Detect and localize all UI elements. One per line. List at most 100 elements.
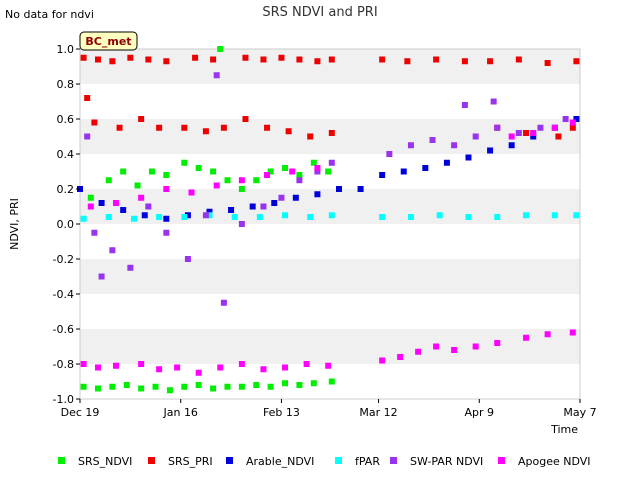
series-srs-pri <box>80 54 580 140</box>
y-tick-label: -0.8 <box>53 358 74 371</box>
legend-item: SRS_PRI <box>148 455 213 468</box>
data-point <box>357 186 364 192</box>
series-srs-ndvi <box>80 46 335 394</box>
grid-bands <box>80 49 580 399</box>
data-point <box>328 130 335 136</box>
data-point <box>134 182 141 189</box>
y-tick-label: 0.6 <box>57 113 75 126</box>
data-point <box>163 58 170 65</box>
data-point <box>138 116 145 122</box>
data-point <box>138 361 145 367</box>
legend-swatch <box>335 457 342 464</box>
data-point <box>242 116 249 122</box>
data-point <box>260 56 267 63</box>
data-point <box>174 364 181 371</box>
data-point <box>461 58 468 65</box>
x-tick-label: Dec 19 <box>61 406 100 419</box>
y-tick-label: 0.0 <box>57 218 75 231</box>
data-point <box>91 119 98 126</box>
data-point <box>307 214 314 220</box>
x-axis-title: Time <box>550 423 578 436</box>
data-points <box>77 46 580 394</box>
data-point <box>112 362 119 369</box>
data-point <box>397 354 404 360</box>
data-point <box>116 124 123 131</box>
data-point <box>569 329 576 336</box>
data-point <box>296 172 303 178</box>
data-point <box>181 383 188 390</box>
data-point <box>292 194 299 201</box>
data-point <box>328 378 335 385</box>
legend-label: SW-PAR NDVI <box>410 455 483 468</box>
data-point <box>84 95 91 101</box>
data-point <box>109 383 116 390</box>
data-point <box>188 189 195 196</box>
data-point <box>94 364 101 371</box>
data-point <box>249 203 256 210</box>
legend-swatch <box>498 457 505 464</box>
data-point <box>213 182 220 189</box>
data-point <box>530 130 537 136</box>
data-point <box>523 130 530 136</box>
data-point <box>451 347 458 353</box>
data-point <box>508 133 515 140</box>
data-point <box>120 168 127 175</box>
legend-swatch <box>58 457 65 464</box>
data-point <box>206 212 213 219</box>
grid-band <box>80 119 580 154</box>
data-point <box>325 168 332 175</box>
y-tick-label: -0.2 <box>53 253 74 266</box>
series-apogee-ndvi <box>80 119 576 376</box>
data-point <box>472 343 479 350</box>
data-point <box>238 383 245 390</box>
data-point <box>253 177 260 184</box>
data-point <box>289 168 296 175</box>
data-point <box>105 214 112 220</box>
data-point <box>98 273 105 280</box>
data-point <box>433 343 440 350</box>
data-point <box>328 159 335 166</box>
legend-label: Arable_NDVI <box>246 455 314 468</box>
data-point <box>282 380 289 387</box>
data-point <box>184 212 191 219</box>
data-point <box>181 214 188 220</box>
data-point <box>152 383 159 390</box>
data-point <box>325 362 332 369</box>
data-point <box>238 186 245 192</box>
data-point <box>217 364 224 371</box>
data-point <box>310 380 317 387</box>
station-badge-label: BC_met <box>85 35 131 48</box>
y-tick-label: -0.4 <box>53 288 74 301</box>
data-point <box>231 214 238 220</box>
data-point <box>163 229 170 236</box>
data-point <box>213 72 220 79</box>
data-point <box>551 212 558 219</box>
data-point <box>335 186 342 192</box>
legend-swatch <box>226 457 233 464</box>
data-point <box>163 172 170 178</box>
data-point <box>98 200 105 206</box>
data-point <box>314 165 321 171</box>
station-badge: BC_met <box>79 31 138 51</box>
data-point <box>195 165 202 171</box>
grid-band <box>80 259 580 294</box>
data-point <box>515 56 522 63</box>
data-point <box>84 133 91 140</box>
data-point <box>267 168 274 175</box>
data-point <box>285 128 292 135</box>
data-point <box>224 383 231 390</box>
data-point <box>91 229 98 236</box>
legend-item: SW-PAR NDVI <box>390 455 483 468</box>
data-point <box>515 130 522 136</box>
y-tick-label: 0.4 <box>57 148 75 161</box>
data-point <box>544 60 551 66</box>
data-point <box>210 56 217 63</box>
data-point <box>156 214 163 220</box>
data-point <box>296 177 303 184</box>
y-tick-label: -1.0 <box>53 393 74 406</box>
data-point <box>217 46 224 52</box>
data-point <box>314 168 321 175</box>
data-point <box>422 165 429 171</box>
y-tick-label: -0.6 <box>53 323 74 336</box>
data-point <box>94 385 101 392</box>
